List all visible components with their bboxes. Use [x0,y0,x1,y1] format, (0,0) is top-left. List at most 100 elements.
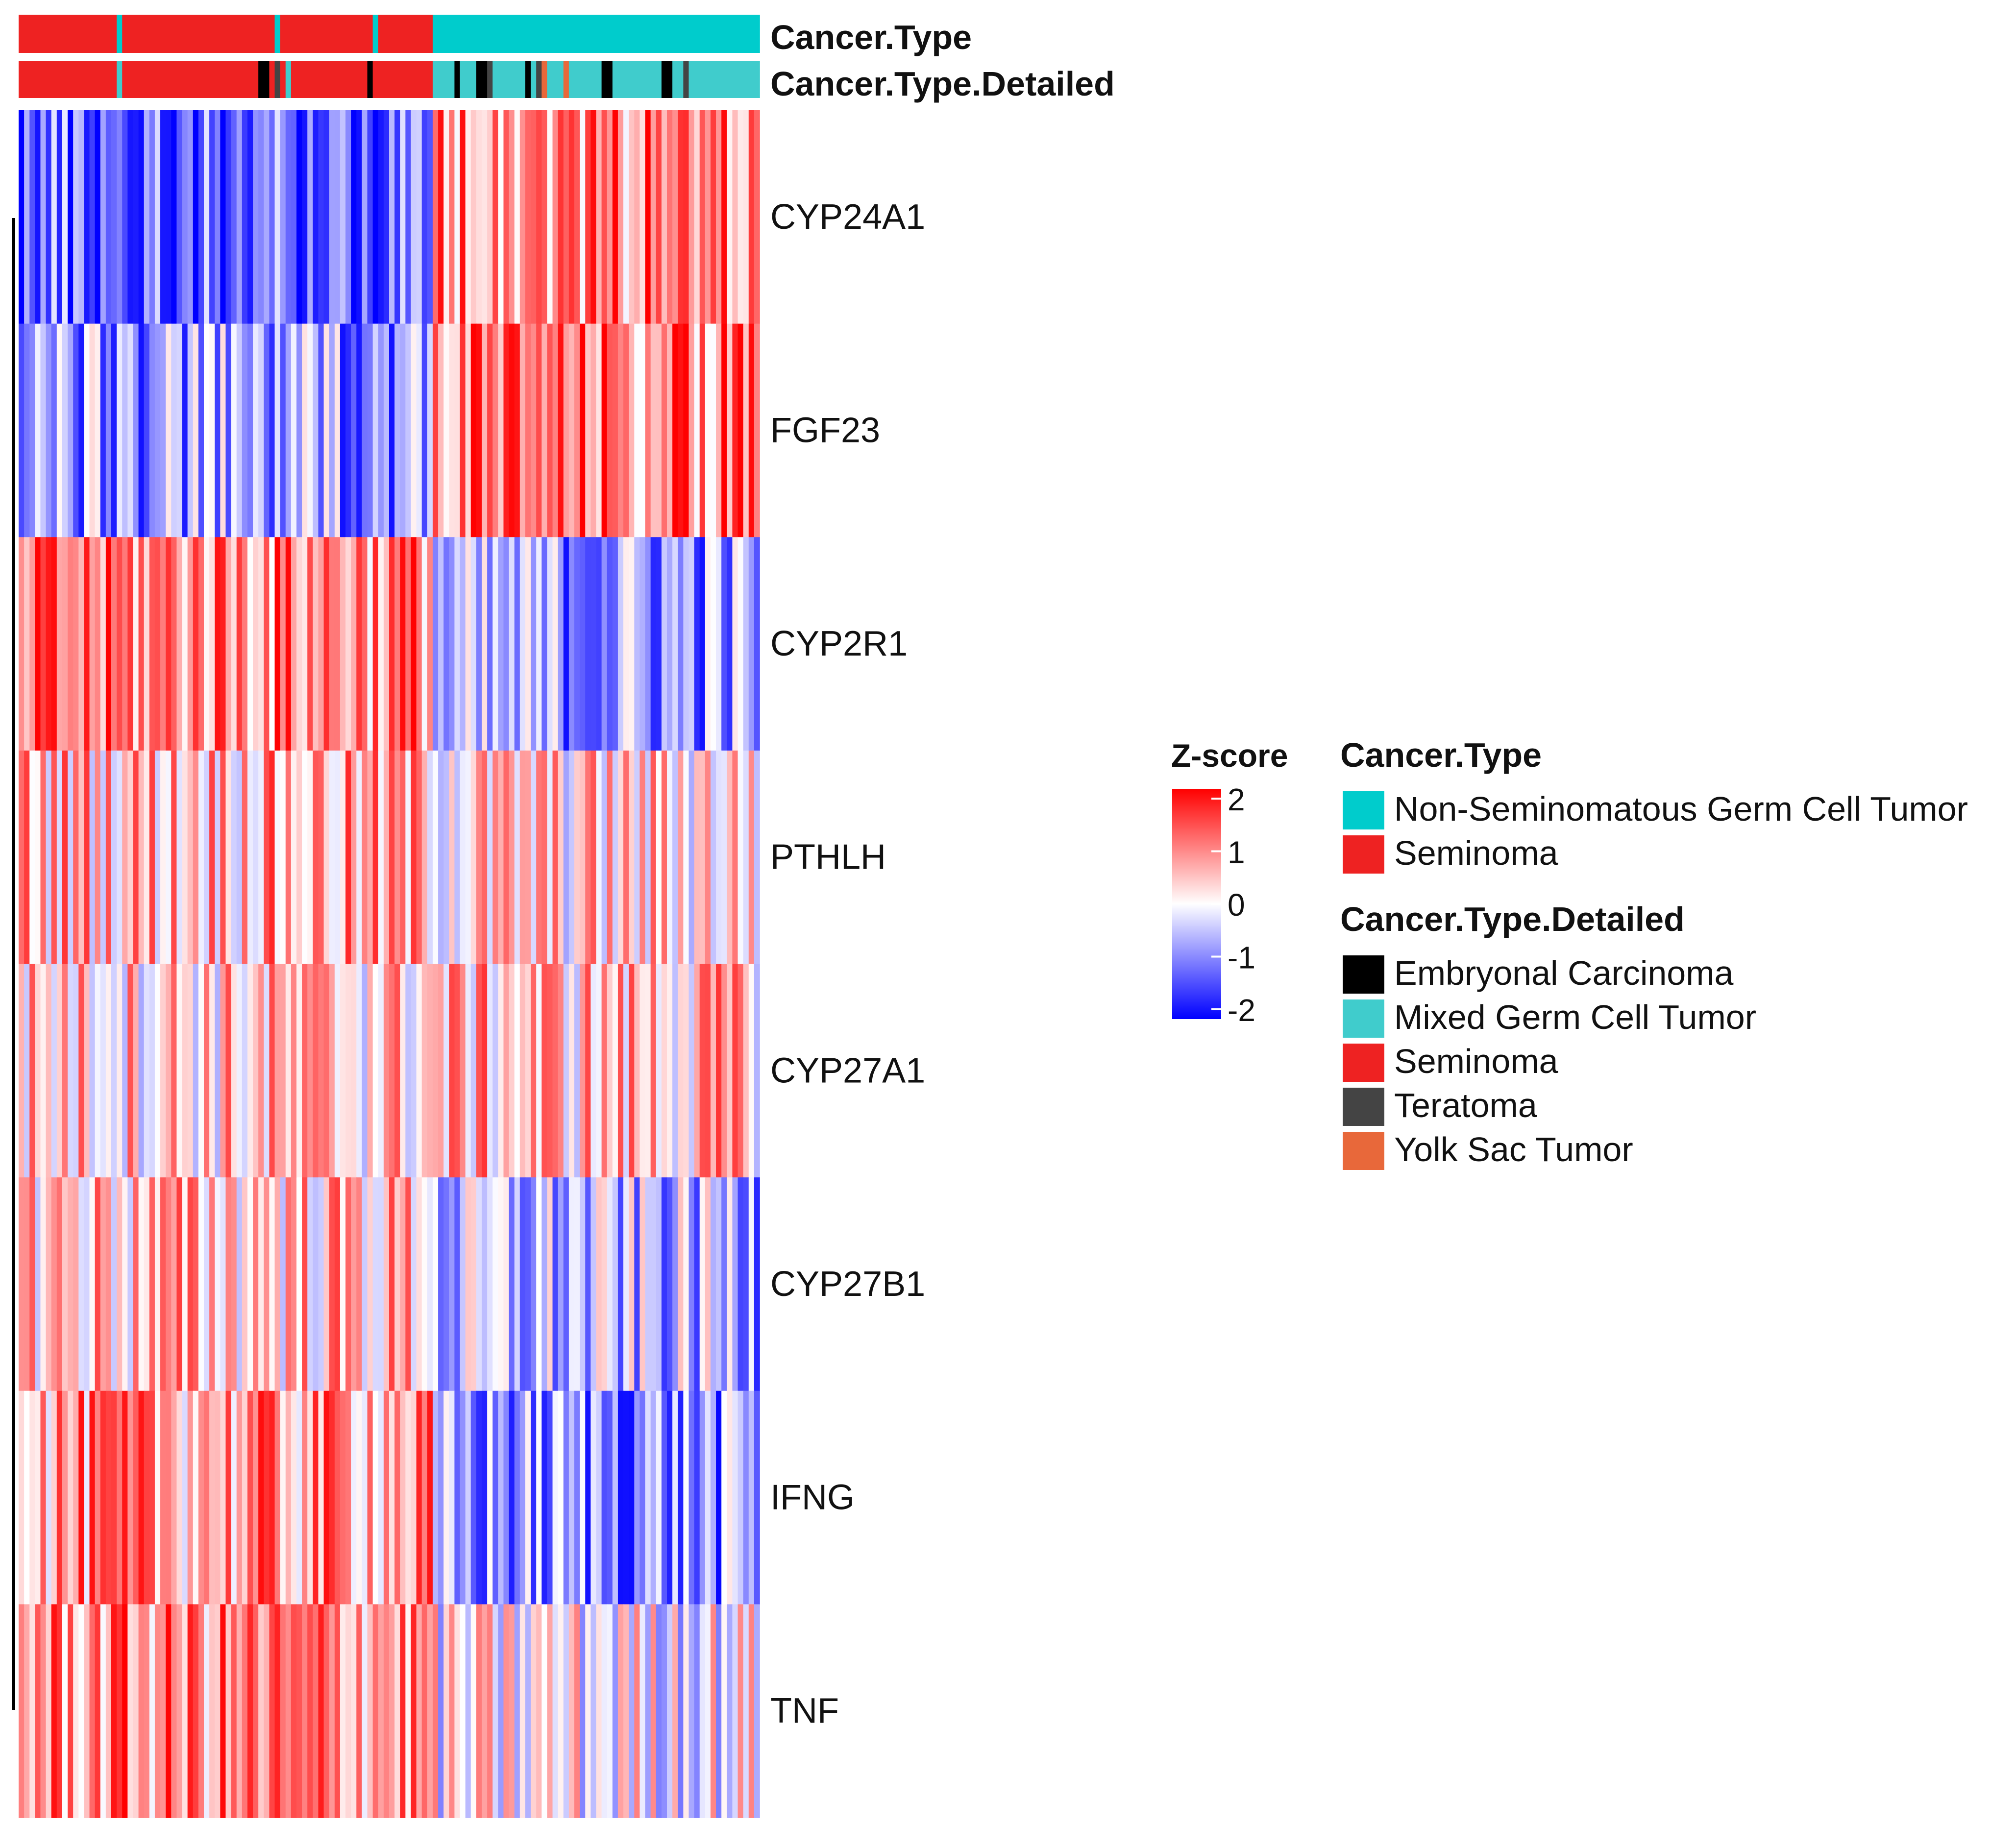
heatmap-cell [721,110,728,324]
heatmap-cell [411,1390,417,1605]
heatmap-cell [209,750,216,965]
heatmap-cell [683,323,689,538]
heatmap-cell [154,110,161,324]
heatmap-cell [225,964,232,1178]
heatmap-cell [580,537,586,751]
heatmap-cell [351,1390,357,1605]
heatmap-cell [296,750,302,965]
heatmap-cell [253,1604,259,1818]
heatmap-cell [329,110,335,324]
heatmap-cell [509,110,515,324]
heatmap-cell [454,750,461,965]
annotation-cell [204,15,210,53]
annotation-cell [547,15,553,53]
heatmap-cell [269,110,275,324]
heatmap-cell [498,1177,504,1391]
annotation-cell [656,15,662,53]
heatmap-cell [732,1390,738,1605]
heatmap-cell [519,537,526,751]
heatmap-cell [193,323,199,538]
heatmap-cell [568,537,575,751]
heatmap-cell [503,964,510,1178]
heatmap-cell [296,323,302,538]
heatmap-cell [482,1177,488,1391]
heatmap-cell [247,1177,253,1391]
heatmap-cell [487,537,493,751]
heatmap-cell [541,1390,548,1605]
heatmap-cell [198,537,204,751]
heatmap-cell [215,750,221,965]
annotation-cell [683,61,689,98]
annotation-cell [449,15,455,53]
heatmap-cell [362,1177,368,1391]
heatmap-cell [754,750,760,965]
annotation-cell [351,61,357,98]
annotation-cell [187,61,194,98]
heatmap-cell [623,1604,629,1818]
heatmap-cell [574,537,580,751]
heatmap-cell [193,1390,199,1605]
heatmap-cell [313,323,319,538]
heatmap-cell [313,537,319,751]
heatmap-cell [705,1390,711,1605]
heatmap-cell [470,110,477,324]
heatmap-cell [607,110,613,324]
heatmap-cell [748,750,755,965]
heatmap-cell [503,1604,510,1818]
heatmap-cell [351,110,357,324]
heatmap-cell [362,537,368,751]
annotation-cell [182,15,188,53]
category-legend-label: Seminoma [1394,1042,1558,1080]
annotation-cell [367,15,373,53]
heatmap-cell [133,1390,139,1605]
annotation-cell [482,61,488,98]
heatmap-cell [171,537,177,751]
heatmap-cell [585,964,591,1178]
heatmap-cell [372,750,379,965]
heatmap-cell [318,110,324,324]
heatmap-cell [84,1604,90,1818]
heatmap-cell [710,964,716,1178]
heatmap-cell [372,1390,379,1605]
heatmap-cell [650,323,657,538]
heatmap-cell [705,1177,711,1391]
heatmap-cell [634,1177,640,1391]
annotation-cell [503,15,510,53]
annotation-cell [514,15,520,53]
annotation-cell [176,15,183,53]
heatmap-cell [612,964,618,1178]
heatmap-cell [296,1177,302,1391]
annotation-cell [694,61,700,98]
annotation-cell [432,15,439,53]
heatmap-cell [536,537,542,751]
heatmap-cell [678,537,684,751]
annotation-cell [318,61,324,98]
heatmap-cell [650,1390,657,1605]
heatmap-cell [563,750,569,965]
heatmap-cell [122,323,128,538]
heatmap-cell [19,1390,25,1605]
heatmap-cell [138,1604,145,1818]
heatmap-cell [465,750,471,965]
heatmap-cell [258,964,265,1178]
heatmap-cell [514,537,520,751]
heatmap-cell [580,750,586,965]
heatmap-cell [732,964,738,1178]
heatmap-cell [193,1604,199,1818]
heatmap-cell [710,1604,716,1818]
heatmap-cell [470,964,477,1178]
heatmap-cell [683,750,689,965]
category-legends: Cancer.Type Non-Seminomatous Germ Cell Tu… [1340,736,1968,1170]
heatmap-cell [672,1177,679,1391]
heatmap-cell [285,537,292,751]
annotation-cell [313,61,319,98]
heatmap-cell [100,750,106,965]
category-legend-label: Non-Seminomatous Germ Cell Tumor [1394,790,1968,828]
annotation-cell [280,61,286,98]
heatmap-cell [438,964,444,1178]
heatmap-cell [307,323,314,538]
heatmap-cell [754,1177,760,1391]
heatmap-cell [149,750,155,965]
annotation-cell [738,15,744,53]
